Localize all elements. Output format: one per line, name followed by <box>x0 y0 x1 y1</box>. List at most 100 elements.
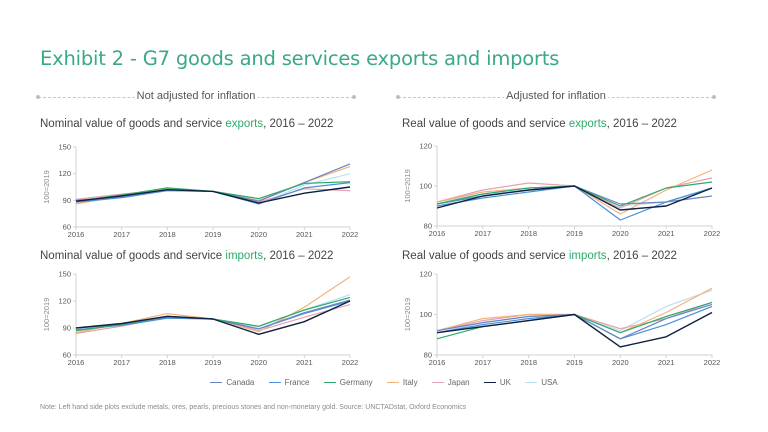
y-axis-label: 100=2019 <box>42 170 51 204</box>
x-tick-label: 2022 <box>342 358 359 367</box>
section-header-real: Adjusted for inflation <box>396 90 716 104</box>
chart-title-suffix: , 2016 – 2022 <box>606 250 677 262</box>
x-tick-label: 2019 <box>566 229 583 238</box>
y-tick-label: 90 <box>63 196 71 205</box>
legend-swatch <box>210 382 223 384</box>
x-tick-label: 2016 <box>68 230 85 239</box>
x-tick-label: 2021 <box>296 358 313 367</box>
legend-label: Germany <box>339 378 373 387</box>
x-tick-label: 2018 <box>159 230 176 239</box>
x-tick-label: 2017 <box>474 358 491 367</box>
series-line-uk <box>75 300 351 335</box>
series-line-japan <box>436 301 713 332</box>
series-line-uk <box>436 311 713 348</box>
x-tick-label: 2017 <box>113 230 130 239</box>
x-tick-label: 2017 <box>113 358 130 367</box>
legend-swatch <box>386 382 399 384</box>
y-tick-label: 80 <box>424 351 432 360</box>
x-tick-label: 2019 <box>205 358 222 367</box>
y-tick-label: 100 <box>419 310 432 319</box>
x-tick-label: 2018 <box>520 229 537 238</box>
legend-swatch <box>323 382 336 384</box>
legend-swatch <box>431 382 444 384</box>
section-label: Adjusted for inflation <box>504 90 608 102</box>
legend-item-japan: Japan <box>431 378 470 387</box>
x-tick-label: 2022 <box>342 230 359 239</box>
x-tick-label: 2016 <box>429 229 446 238</box>
x-tick-label: 2021 <box>296 230 313 239</box>
y-tick-label: 120 <box>58 297 71 306</box>
section-header-nominal: Not adjusted for inflation <box>36 90 356 104</box>
y-tick-label: 100 <box>419 182 432 191</box>
chart-title-prefix: Nominal value of goods and service <box>40 118 226 130</box>
legend-label: Italy <box>402 378 418 387</box>
chart-title-prefix: Real value of goods and service <box>402 118 569 130</box>
legend-item-germany: Germany <box>323 378 373 387</box>
series-line-uk <box>436 185 713 211</box>
chart-title-suffix: , 2016 – 2022 <box>263 250 334 262</box>
chart-title-prefix: Nominal value of goods and service <box>40 250 226 262</box>
legend-label: Canada <box>226 378 255 387</box>
x-tick-label: 2017 <box>474 229 491 238</box>
exhibit-title: Exhibit 2 - G7 goods and services export… <box>40 47 560 70</box>
x-tick-label: 2018 <box>159 358 176 367</box>
y-tick-label: 60 <box>63 223 71 232</box>
chart-title-nominal-imports: Nominal value of goods and service impor… <box>40 250 333 262</box>
legend-label: USA <box>541 378 558 387</box>
chart-title-highlight: imports <box>225 250 264 262</box>
y-tick-label: 80 <box>424 222 432 231</box>
legend-swatch <box>268 382 281 384</box>
chart-title-highlight: exports <box>225 118 264 130</box>
section-label: Not adjusted for inflation <box>134 90 258 102</box>
chart-title-suffix: , 2016 – 2022 <box>263 118 334 130</box>
chart-title-real-exports: Real value of goods and service exports,… <box>402 118 677 130</box>
y-tick-label: 120 <box>419 142 432 151</box>
series-line-italy <box>436 287 713 334</box>
y-axis-label: 100=2019 <box>42 298 51 332</box>
chart-title-nominal-exports: Nominal value of goods and service expor… <box>40 118 333 130</box>
rule-dot-left <box>396 95 400 99</box>
chart-title-real-imports: Real value of goods and service imports,… <box>402 250 677 262</box>
chart-title-highlight: exports <box>568 118 607 130</box>
x-tick-label: 2018 <box>520 358 537 367</box>
x-tick-label: 2022 <box>704 229 721 238</box>
y-tick-label: 90 <box>63 324 71 333</box>
source-note: Note: Left hand side plots exclude metal… <box>40 404 467 411</box>
legend-label: UK <box>499 378 511 387</box>
x-tick-label: 2021 <box>658 358 675 367</box>
series-line-germany <box>436 301 713 340</box>
x-tick-label: 2019 <box>205 230 222 239</box>
chart-legend: Canada France Germany Italy Japan UK USA <box>0 378 768 387</box>
legend-label: France <box>284 378 310 387</box>
chart-title-highlight: imports <box>568 250 607 262</box>
x-tick-label: 2022 <box>704 358 721 367</box>
y-tick-label: 60 <box>63 351 71 360</box>
legend-swatch <box>483 382 496 384</box>
legend-item-italy: Italy <box>386 378 418 387</box>
rule-dot-right <box>712 95 716 99</box>
x-tick-label: 2020 <box>250 230 267 239</box>
rule-dot-left <box>36 95 40 99</box>
y-tick-label: 150 <box>58 143 71 152</box>
y-axis-label: 100=2019 <box>403 298 412 332</box>
x-tick-label: 2019 <box>566 358 583 367</box>
legend-swatch <box>525 382 538 384</box>
x-tick-label: 2020 <box>612 229 629 238</box>
series-line-usa <box>436 289 713 334</box>
chart-title-prefix: Real value of goods and service <box>402 250 569 262</box>
x-tick-label: 2021 <box>658 229 675 238</box>
legend-item-usa: USA <box>525 378 558 387</box>
legend-item-uk: UK <box>483 378 511 387</box>
y-axis-label: 100=2019 <box>403 169 412 203</box>
x-tick-label: 2016 <box>429 358 446 367</box>
legend-item-france: France <box>268 378 310 387</box>
x-tick-label: 2020 <box>612 358 629 367</box>
x-tick-label: 2016 <box>68 358 85 367</box>
legend-label: Japan <box>447 378 470 387</box>
rule-dot-right <box>352 95 356 99</box>
x-tick-label: 2020 <box>250 358 267 367</box>
